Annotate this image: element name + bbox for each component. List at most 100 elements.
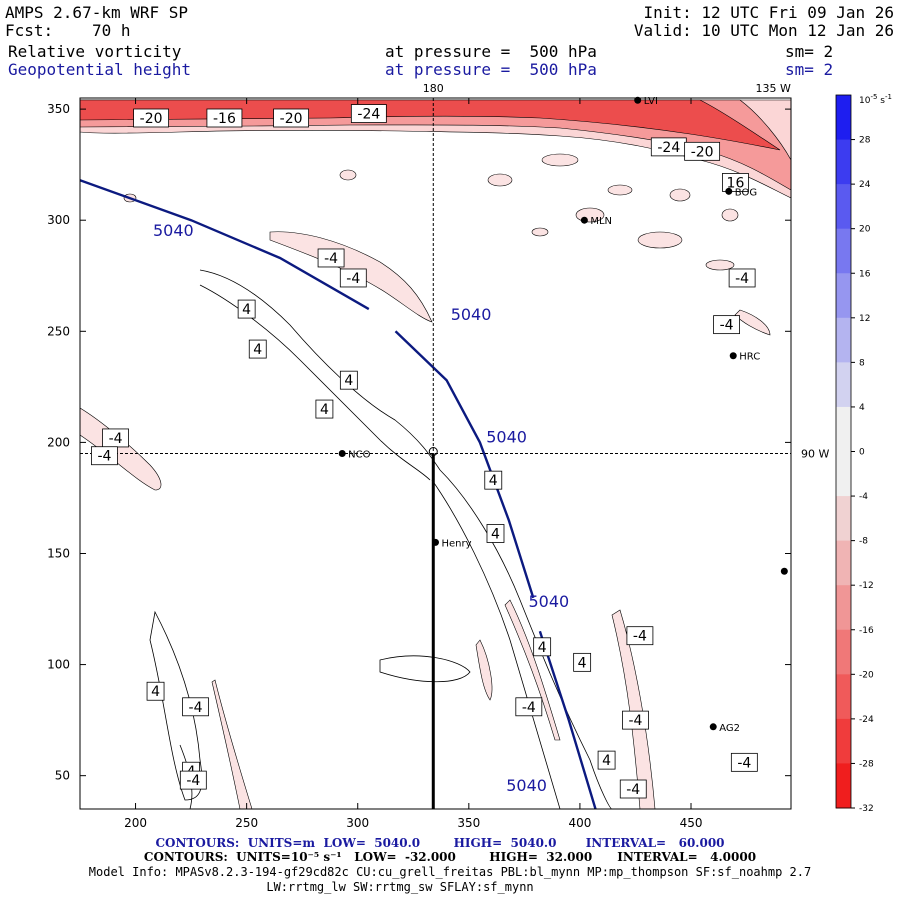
x-tick-label: 350 xyxy=(457,816,480,830)
station-nco: NCO xyxy=(338,450,371,461)
svg-text:-4: -4 xyxy=(737,755,751,771)
colorbar-tick-label: -12 xyxy=(859,581,874,591)
station-bog: BOG xyxy=(725,187,757,198)
vorticity-label: -4 xyxy=(622,710,649,730)
colorbar-unit: 10-5 s-1 xyxy=(859,93,892,106)
height-contour-5040-0 xyxy=(80,179,370,311)
colorbar-tick-label: -24 xyxy=(859,715,874,725)
station-mln: MLN xyxy=(580,216,612,227)
height-label: 5040 xyxy=(486,427,527,446)
vorticity-label: -20 xyxy=(133,108,170,128)
colorbar-segment xyxy=(836,718,851,764)
svg-text:-4: -4 xyxy=(186,773,200,789)
height-contour-info: CONTOURS: UNITS=m LOW= 5040.0 HIGH= 5040… xyxy=(155,836,725,850)
svg-text:-4: -4 xyxy=(324,251,338,267)
svg-text:-4: -4 xyxy=(109,431,123,447)
field2-name: Geopotential height xyxy=(8,60,192,79)
vorticity-label: 4 xyxy=(533,637,552,657)
positive-vorticity-contours xyxy=(149,269,613,809)
colorbar-segment xyxy=(836,317,851,363)
vorticity-label: 16 xyxy=(722,173,749,192)
station-unnamed xyxy=(780,567,788,575)
svg-text:NCO: NCO xyxy=(348,450,370,461)
svg-text:4: 4 xyxy=(578,655,587,671)
svg-text:-4: -4 xyxy=(522,700,536,716)
colorbar-tick-label: 24 xyxy=(859,180,871,190)
forecast-hours: 70 h xyxy=(92,21,131,40)
colorbar-segment xyxy=(836,362,851,408)
y-tick-label: 250 xyxy=(47,324,70,338)
field2-level: at pressure = 500 hPa xyxy=(385,60,597,79)
colorbar-segment xyxy=(836,95,851,141)
vorticity-label: -24 xyxy=(650,137,687,157)
svg-text:-4: -4 xyxy=(346,271,360,287)
y-tick-label: 100 xyxy=(47,658,70,672)
height-contour-5040-1 xyxy=(394,330,535,599)
svg-text:4: 4 xyxy=(320,402,329,418)
colorbar-tick-label: -32 xyxy=(859,804,874,814)
y-tick-label: 150 xyxy=(47,546,70,560)
colorbar-tick-label: 8 xyxy=(859,358,865,368)
x-tick-label: 200 xyxy=(124,816,147,830)
svg-text:4: 4 xyxy=(489,473,498,489)
vorticity-blobs xyxy=(123,153,739,271)
svg-text:4: 4 xyxy=(242,302,251,318)
init-time: Init: 12 UTC Fri 09 Jan 26 xyxy=(643,3,894,22)
svg-text:-20: -20 xyxy=(140,111,163,127)
colorbar-tick-label: -8 xyxy=(859,537,868,547)
svg-text:BOG: BOG xyxy=(735,187,757,198)
station-ag2: AG2 xyxy=(709,723,740,734)
svg-text:4: 4 xyxy=(253,342,262,358)
vorticity-label: -4 xyxy=(339,268,367,288)
height-label: 5040 xyxy=(528,592,569,611)
svg-text:4: 4 xyxy=(602,753,611,769)
colorbar-tick-label: -20 xyxy=(859,670,874,680)
longitude-label: 135 W xyxy=(756,82,791,95)
svg-text:-20: -20 xyxy=(691,144,714,160)
vorticity-label: -4 xyxy=(179,770,207,790)
colorbar-tick-label: 16 xyxy=(859,269,871,279)
vorticity-label: -4 xyxy=(317,248,345,268)
vorticity-label: -4 xyxy=(730,752,758,772)
forecast-label: Fcst: xyxy=(5,21,54,40)
svg-text:AG2: AG2 xyxy=(719,723,740,734)
svg-text:-16: -16 xyxy=(213,111,236,127)
field2-smoothing: sm= 2 xyxy=(785,60,834,79)
vorticity-label: -20 xyxy=(273,108,309,128)
y-tick-label: 50 xyxy=(55,769,70,783)
vorticity-label: -24 xyxy=(350,104,387,123)
vorticity-label: -4 xyxy=(515,697,543,717)
svg-text:-20: -20 xyxy=(280,111,303,127)
vorticity-label: -4 xyxy=(619,779,647,799)
colorbar-tick-label: -28 xyxy=(859,759,874,769)
svg-text:-4: -4 xyxy=(626,782,640,798)
colorbar-segment xyxy=(836,451,851,497)
colorbar-segment xyxy=(836,139,851,185)
colorbar-segment xyxy=(836,585,851,631)
svg-text:-4: -4 xyxy=(189,700,203,716)
svg-text:-4: -4 xyxy=(628,713,642,729)
station-hrc: HRC xyxy=(729,352,760,363)
x-tick-label: 250 xyxy=(235,816,258,830)
colorbar-segment xyxy=(836,540,851,586)
colorbar: 28 24 20 16 12 8 4 0 -4 -8 -12 -16 -20 -24 -28 -32 10-5 … xyxy=(835,93,892,814)
svg-text:4: 4 xyxy=(151,684,160,700)
svg-text:-4: -4 xyxy=(720,318,734,334)
svg-text:-24: -24 xyxy=(657,140,680,156)
station-lvi: LVI xyxy=(634,96,658,107)
svg-text:4: 4 xyxy=(491,526,500,542)
svg-text:4: 4 xyxy=(344,373,353,389)
colorbar-segment xyxy=(836,228,851,274)
svg-text:LVI: LVI xyxy=(644,96,658,107)
colorbar-tick-label: 4 xyxy=(859,403,865,413)
svg-text:16: 16 xyxy=(727,175,745,191)
svg-text:-4: -4 xyxy=(97,449,111,465)
y-tick-label: 200 xyxy=(47,435,70,449)
longitude-label: 90 W xyxy=(801,448,829,461)
svg-text:HRC: HRC xyxy=(739,352,760,363)
svg-text:4: 4 xyxy=(538,640,547,656)
vorticity-label: 4 xyxy=(146,681,165,701)
model-info: Model Info: MPASv8.2.3-194-gf29cd82c CU:… xyxy=(88,865,812,879)
vorticity-label: 4 xyxy=(573,652,592,672)
